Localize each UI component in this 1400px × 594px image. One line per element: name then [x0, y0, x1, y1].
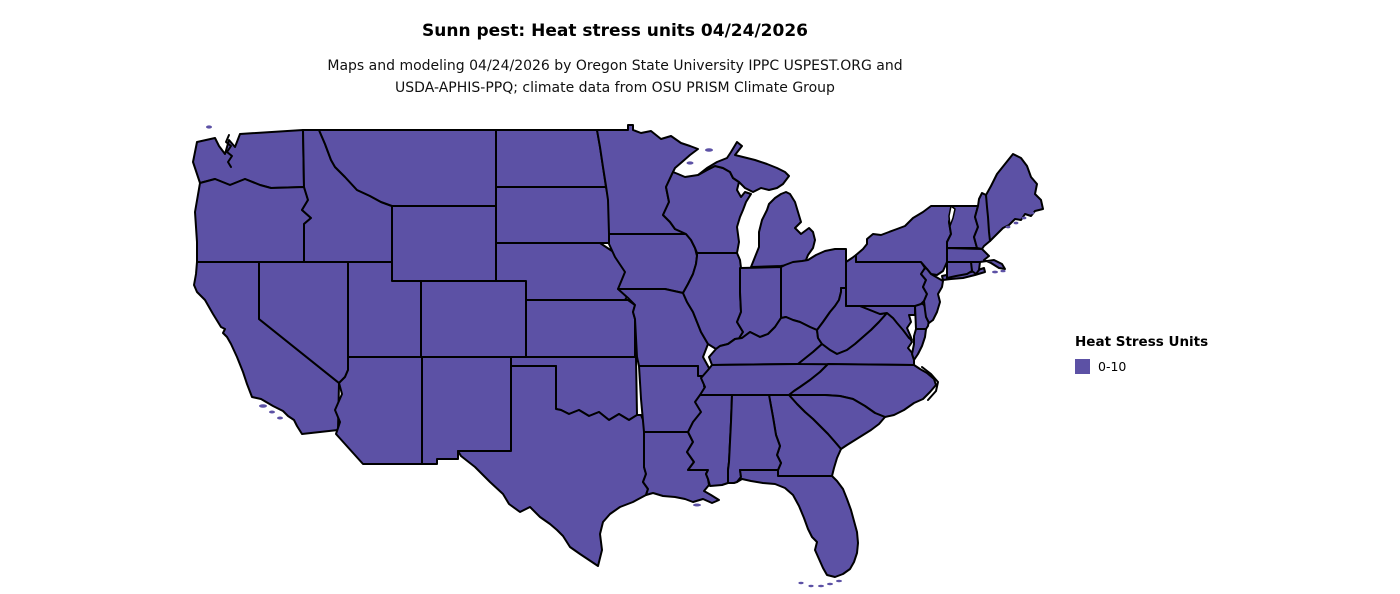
island-speck-apostle: [686, 161, 694, 165]
state-texas: [457, 365, 649, 567]
island-speck-florida-keys-5: [798, 581, 804, 585]
island-speck-mississippi-delta: [693, 503, 701, 507]
island-speck-florida-keys-3: [818, 584, 824, 588]
us-choropleth-map: [185, 122, 1045, 592]
island-speck-san-juan: [206, 125, 212, 129]
state-maryland: [859, 305, 916, 341]
state-california: [193, 261, 340, 435]
state-colorado: [420, 280, 527, 358]
legend-title: Heat Stress Units: [1075, 334, 1209, 350]
island-speck-channel-3: [277, 416, 283, 420]
figure-subtitle: Maps and modeling 04/24/2026 by Oregon S…: [185, 55, 1045, 99]
island-speck-maine-2: [1013, 221, 1019, 225]
state-south-dakota: [495, 186, 614, 244]
island-speck-maine-3: [1021, 216, 1027, 220]
coast-and-lake-details: [206, 125, 1035, 588]
island-speck-florida-keys-2: [827, 582, 833, 586]
state-iowa: [608, 233, 698, 294]
state-north-dakota: [495, 129, 607, 188]
legend-item: 0-10: [1075, 359, 1208, 374]
subtitle-line-1: Maps and modeling 04/24/2026 by Oregon S…: [327, 58, 903, 74]
legend-item-label: 0-10: [1098, 359, 1127, 374]
state-florida: [736, 469, 859, 578]
states-layer: [192, 124, 1044, 578]
island-speck-channel-2: [269, 410, 275, 414]
puget-sound-inlets: [225, 134, 233, 168]
outer-banks: [921, 366, 939, 401]
island-speck-florida-keys-4: [808, 584, 814, 588]
map-legend: Heat Stress Units 0-10: [1075, 334, 1208, 374]
state-kansas: [525, 299, 636, 358]
state-maine: [985, 153, 1044, 242]
island-speck-nantucket: [992, 270, 998, 274]
lake-champlain: [948, 205, 956, 227]
subtitle-line-2: USDA-APHIS-PPQ; climate data from OSU PR…: [395, 80, 835, 96]
state-new-mexico: [421, 356, 512, 465]
state-michigan-upper-peninsula: [697, 141, 790, 193]
island-speck-florida-keys-1: [836, 579, 842, 583]
legend-swatch: [1075, 359, 1090, 374]
state-michigan: [750, 191, 816, 268]
island-speck-maine-4: [1029, 211, 1035, 215]
state-oregon: [194, 178, 312, 263]
state-wyoming: [391, 205, 497, 282]
island-speck-isle-royale: [705, 148, 713, 152]
page-title: Sunn pest: Heat stress units 04/24/2026: [422, 21, 808, 41]
state-washington: [192, 129, 305, 189]
state-eastern-shore-peninsula: [911, 328, 927, 361]
state-new-jersey: [920, 267, 944, 324]
state-arizona: [334, 356, 423, 465]
state-connecticut: [946, 261, 973, 279]
island-speck-maine-1: [1005, 225, 1011, 229]
figure-header: Sunn pest: Heat stress units 04/24/2026 …: [185, 20, 1045, 99]
island-speck-marthas-vineyard: [1000, 269, 1006, 273]
state-minnesota: [596, 124, 699, 235]
island-speck-channel-1: [259, 404, 267, 408]
